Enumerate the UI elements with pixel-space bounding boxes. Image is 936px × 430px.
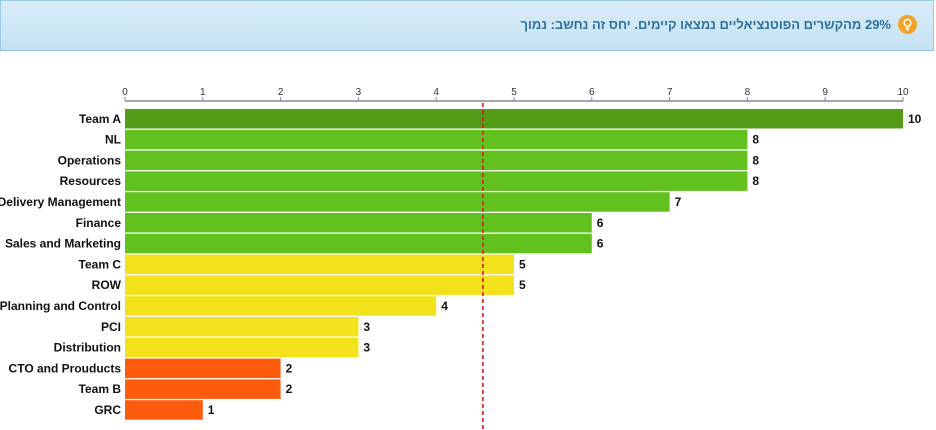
bar [125, 213, 592, 233]
value-label: 8 [752, 174, 759, 188]
x-tick-label: 7 [667, 87, 673, 98]
value-label: 1 [208, 403, 215, 417]
x-tick-label: 6 [589, 87, 595, 98]
insight-text: 29% מהקשרים הפוטנציאליים נמצאו קיימים. י… [520, 17, 892, 32]
category-label: Distribution [54, 341, 121, 355]
value-label: 6 [597, 216, 604, 230]
category-label: Planning and Control [0, 299, 121, 313]
category-label: Team B [79, 382, 122, 396]
value-label: 8 [752, 133, 759, 147]
value-label: 3 [363, 341, 370, 355]
x-tick-label: 0 [122, 87, 128, 98]
bar [125, 233, 592, 254]
bar [125, 192, 670, 212]
x-tick-label: 9 [822, 87, 828, 98]
value-label: 8 [752, 153, 759, 167]
value-label: 2 [286, 382, 293, 396]
bar [125, 150, 748, 171]
category-label: PCI [101, 320, 121, 334]
insight-banner: 29% מהקשרים הפוטנציאליים נמצאו קיימים. י… [0, 0, 934, 51]
bar [125, 296, 437, 316]
x-tick-label: 3 [356, 87, 362, 98]
x-tick-label: 2 [278, 87, 284, 98]
category-label: Finance [76, 216, 122, 230]
category-label: Resources [60, 174, 122, 188]
value-label: 5 [519, 257, 526, 271]
category-label: Operations [58, 153, 122, 167]
category-label: Delivery Management [0, 195, 121, 209]
category-label: Sales and Marketing [5, 237, 121, 251]
category-label: NL [105, 133, 121, 147]
value-label: 4 [441, 299, 448, 313]
bar [125, 254, 514, 275]
bar [125, 400, 203, 420]
bar [125, 317, 359, 337]
value-label: 7 [675, 195, 682, 209]
x-tick-label: 1 [200, 87, 206, 98]
category-label: Team C [79, 257, 122, 271]
value-label: 2 [286, 361, 293, 375]
category-label: Team A [79, 112, 121, 126]
category-label: ROW [92, 278, 122, 292]
x-tick-label: 10 [897, 87, 909, 98]
value-label: 10 [908, 112, 922, 126]
value-label: 6 [597, 237, 604, 251]
value-label: 5 [519, 278, 526, 292]
x-tick-label: 5 [511, 87, 517, 98]
bar [125, 358, 281, 379]
bar [125, 171, 748, 191]
lightbulb-icon [898, 15, 917, 34]
bar [125, 129, 748, 150]
bar [125, 379, 281, 399]
x-tick-label: 8 [745, 87, 751, 98]
x-tick-label: 4 [433, 87, 439, 98]
bar [125, 337, 359, 358]
bar [125, 275, 514, 295]
bar [125, 109, 903, 129]
value-label: 3 [363, 320, 370, 334]
category-label: CTO and Prouducts [9, 361, 122, 375]
category-label: GRC [94, 403, 121, 417]
